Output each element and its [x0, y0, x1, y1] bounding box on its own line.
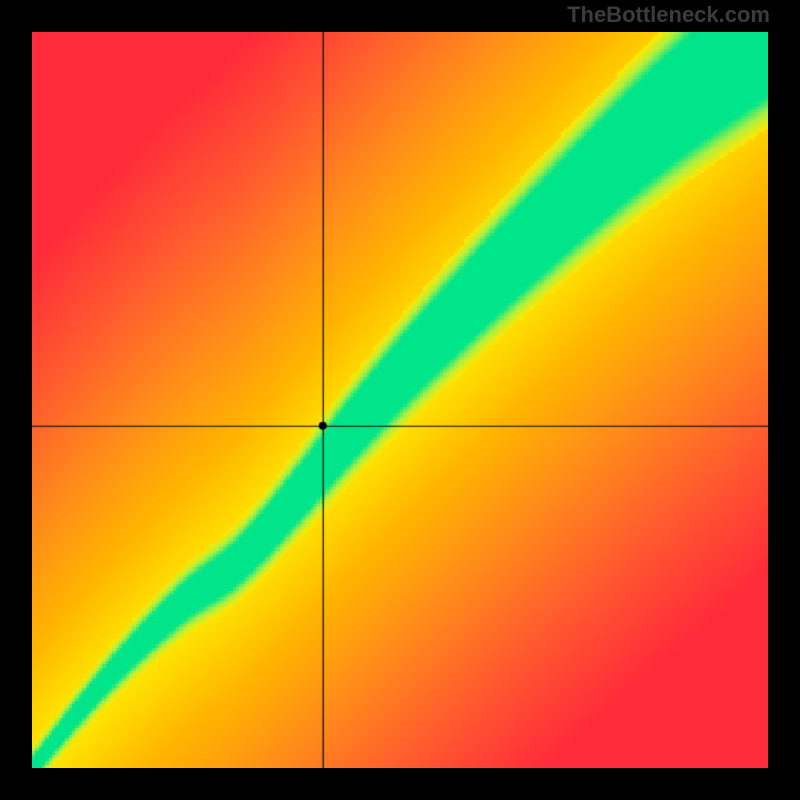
- chart-container: TheBottleneck.com: [0, 0, 800, 800]
- watermark-text: TheBottleneck.com: [567, 2, 770, 28]
- crosshair-overlay: [32, 32, 768, 768]
